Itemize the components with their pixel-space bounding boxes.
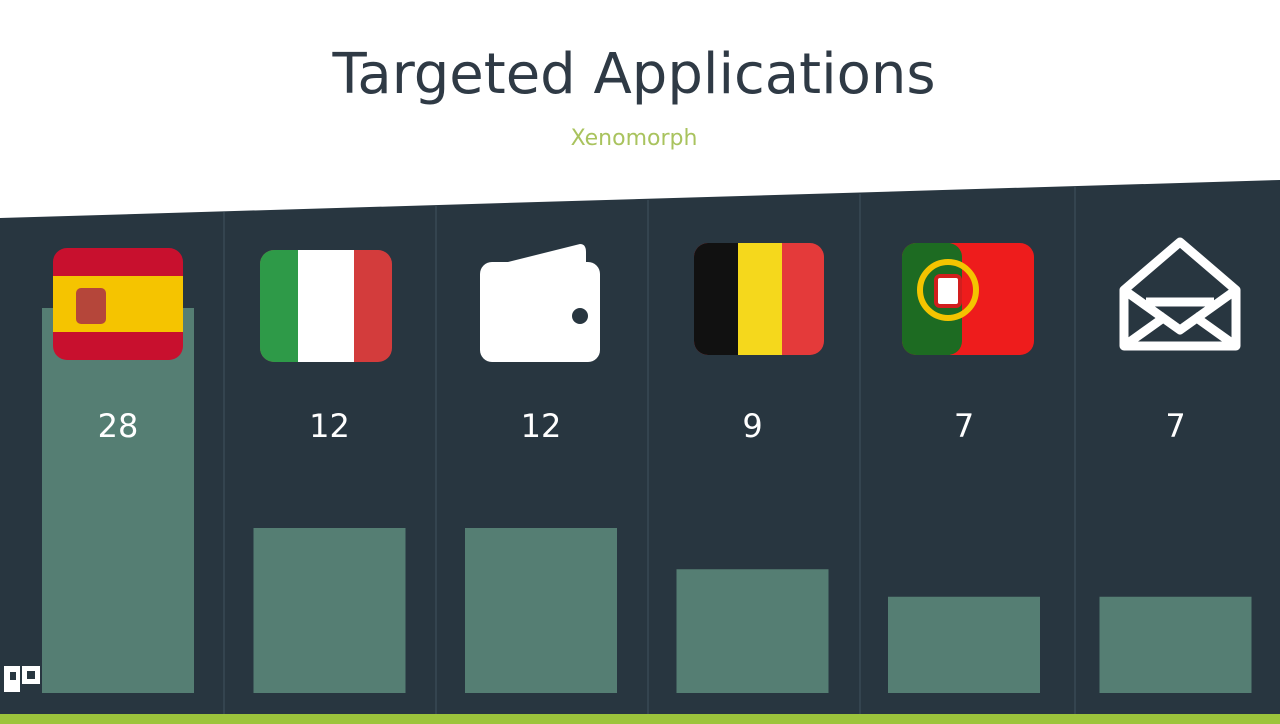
chart-title: Targeted Applications [331,42,935,107]
flag-italy [260,250,392,362]
bar [1099,596,1252,693]
icon-envelope [1119,237,1241,351]
flag-belgium [694,243,824,355]
value-label: 7 [1165,407,1185,445]
bar [42,308,194,693]
bar [465,528,617,693]
chart-subtitle: Xenomorph [571,126,698,151]
icons [53,237,1241,362]
value-label: 12 [309,407,350,445]
value-label: 28 [98,407,139,445]
value-label: 7 [954,407,974,445]
bar [253,528,406,693]
value-label: 12 [521,407,562,445]
column-separators [223,187,1076,714]
logo [4,666,40,692]
flag-spain [53,248,183,360]
bottom-strip [0,714,1280,724]
flag-portugal [902,243,1034,355]
bars [42,308,1252,693]
bar [676,569,829,693]
value-label: 9 [742,407,762,445]
bar [888,596,1040,693]
icon-wallet [480,244,600,362]
